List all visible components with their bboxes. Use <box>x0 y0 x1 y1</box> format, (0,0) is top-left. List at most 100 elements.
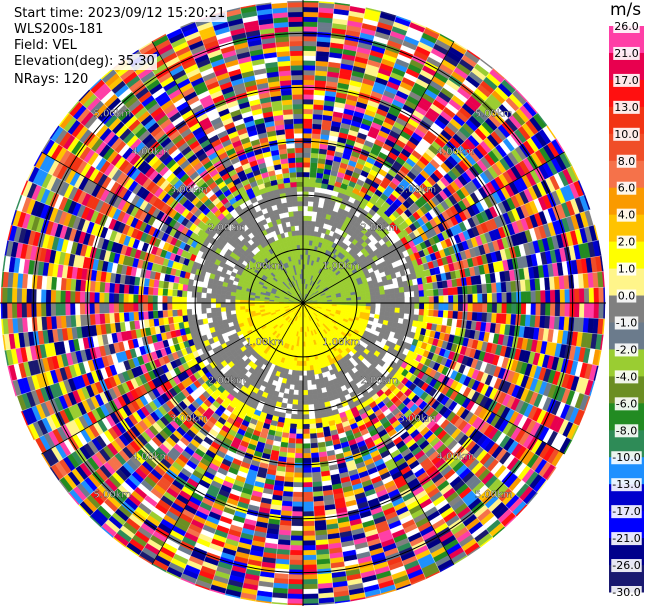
velocity-gate <box>302 380 308 386</box>
velocity-gate <box>302 593 319 600</box>
velocity-gate <box>603 286 606 304</box>
velocity-gate <box>385 302 391 308</box>
velocity-gate <box>302 225 308 231</box>
velocity-gate <box>442 287 449 296</box>
velocity-gate <box>437 288 444 297</box>
velocity-gate <box>351 297 357 301</box>
velocity-gate <box>433 295 440 304</box>
velocity-gate <box>404 302 410 309</box>
velocity-gate <box>496 292 503 304</box>
velocity-gate <box>520 291 527 304</box>
velocity-gate <box>309 171 317 178</box>
velocity-gate <box>308 418 316 425</box>
velocity-gate <box>453 302 459 312</box>
velocity-gate <box>286 457 296 464</box>
velocity-gate <box>291 506 304 512</box>
velocity-gate <box>302 40 317 47</box>
velocity-gate <box>289 554 304 561</box>
velocity-gate <box>302 35 318 42</box>
velocity-gate <box>598 302 605 319</box>
velocity-gate <box>379 289 386 296</box>
velocity-gate <box>530 302 537 316</box>
velocity-gate <box>302 511 315 517</box>
velocity-gate <box>404 308 410 315</box>
velocity-gate <box>423 309 430 317</box>
velocity-gate <box>309 423 317 430</box>
velocity-gate <box>482 293 488 304</box>
velocity-gate <box>302 55 317 61</box>
velocity-gate <box>452 310 459 320</box>
velocity-gate <box>525 290 532 304</box>
velocity-gate <box>313 403 320 410</box>
velocity-gate <box>309 437 318 444</box>
velocity-gate <box>545 302 551 317</box>
velocity-gate <box>365 299 372 304</box>
velocity-gate <box>311 476 322 483</box>
velocity-gate <box>302 137 312 144</box>
velocity-gate <box>297 404 304 410</box>
velocity-gate <box>413 290 420 298</box>
velocity-gate <box>302 89 315 95</box>
velocity-gate <box>380 302 386 308</box>
velocity-gate <box>294 457 304 464</box>
velocity-gate <box>501 292 508 304</box>
velocity-gate <box>447 310 454 319</box>
velocity-gate <box>302 205 309 212</box>
velocity-gate <box>302 98 314 105</box>
velocity-gate <box>443 295 449 304</box>
velocity-gate <box>389 288 395 295</box>
velocity-gate <box>288 579 304 585</box>
velocity-gate <box>308 413 316 420</box>
velocity-gate <box>302 200 309 207</box>
velocity-gate <box>307 205 314 212</box>
velocity-gate <box>302 501 314 508</box>
velocity-gate <box>302 588 319 595</box>
velocity-gate <box>462 285 469 295</box>
velocity-gate <box>302 443 311 449</box>
velocity-gate <box>288 437 297 444</box>
velocity-gate <box>302 21 318 27</box>
velocity-gate <box>309 433 318 439</box>
velocity-gate <box>288 433 297 439</box>
velocity-gate <box>428 302 435 311</box>
velocity-gate <box>302 108 314 115</box>
velocity-gate <box>302 157 311 163</box>
velocity-gate <box>447 287 454 296</box>
velocity-gate <box>399 307 406 314</box>
velocity-gate <box>302 234 307 241</box>
velocity-gate <box>302 399 309 406</box>
velocity-gate <box>302 540 316 546</box>
velocity-gate <box>297 399 304 406</box>
velocity-gate <box>286 603 304 606</box>
velocity-gate <box>302 453 312 459</box>
velocity-gate <box>289 549 304 556</box>
velocity-gate <box>419 296 425 304</box>
velocity-gate <box>462 302 469 312</box>
velocity-gate <box>302 472 313 478</box>
velocity-gate <box>307 399 314 406</box>
velocity-gate <box>302 404 309 410</box>
velocity-gate <box>307 384 313 391</box>
velocity-gate <box>399 292 406 299</box>
velocity-gate <box>289 428 297 435</box>
velocity-gate <box>380 294 386 300</box>
velocity-gate <box>291 511 304 517</box>
velocity-gate <box>433 288 439 297</box>
velocity-gate <box>477 293 483 304</box>
velocity-gate <box>302 365 307 372</box>
velocity-gate <box>404 297 410 304</box>
velocity-gate <box>302 559 317 566</box>
velocity-gate <box>302 549 317 556</box>
velocity-gate <box>486 292 493 304</box>
velocity-gate <box>284 471 295 478</box>
velocity-gate <box>559 302 566 317</box>
velocity-gate <box>511 291 517 304</box>
velocity-gate <box>457 310 464 320</box>
velocity-gate <box>310 447 319 454</box>
velocity-gate <box>287 447 296 454</box>
velocity-gate <box>310 379 317 386</box>
velocity-gate <box>302 423 310 430</box>
velocity-gate <box>476 284 483 295</box>
velocity-gate <box>302 220 308 226</box>
